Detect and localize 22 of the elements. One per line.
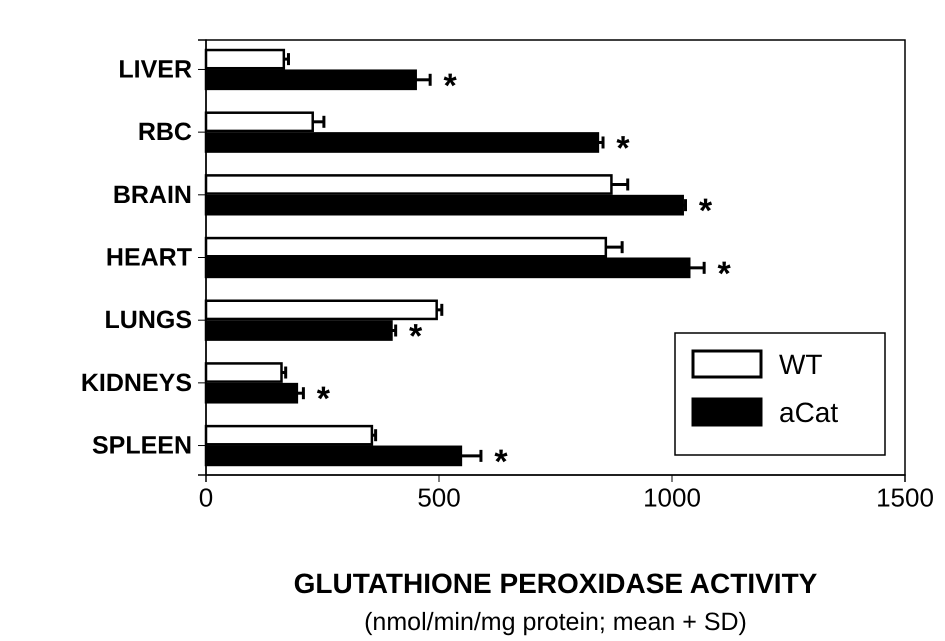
annotation: * bbox=[616, 129, 630, 168]
x-tick-label: 500 bbox=[417, 482, 461, 512]
text: (nmol/min/mg protein; mean + SD) bbox=[364, 608, 747, 636]
x-axis-title: GLUTATHIONE PEROXIDASE ACTIVITY bbox=[294, 568, 818, 599]
annotation: * bbox=[444, 66, 458, 105]
legend-label: WT bbox=[779, 349, 823, 380]
y-tick-label: LUNGS bbox=[104, 306, 192, 334]
annotation: * bbox=[718, 254, 732, 293]
annotation: * bbox=[494, 442, 508, 481]
y-tick-label: LIVER bbox=[118, 55, 192, 84]
y-tick-label: RBC bbox=[138, 118, 192, 146]
y-tick-label: HEART bbox=[106, 244, 192, 272]
y-tick-label: KIDNEYS bbox=[80, 368, 192, 397]
legend-label: aCat bbox=[779, 397, 838, 428]
x-tick-label: 0 bbox=[198, 482, 214, 512]
annotation: * bbox=[698, 192, 713, 230]
y-tick-label: BRAIN bbox=[112, 180, 192, 209]
annotation: * bbox=[409, 318, 424, 356]
x-tick-label: 1500 bbox=[876, 482, 934, 512]
y-tick-label: SPLEEN bbox=[92, 432, 192, 460]
annotation: * bbox=[316, 380, 331, 418]
x-tick-label: 1000 bbox=[643, 482, 701, 512]
